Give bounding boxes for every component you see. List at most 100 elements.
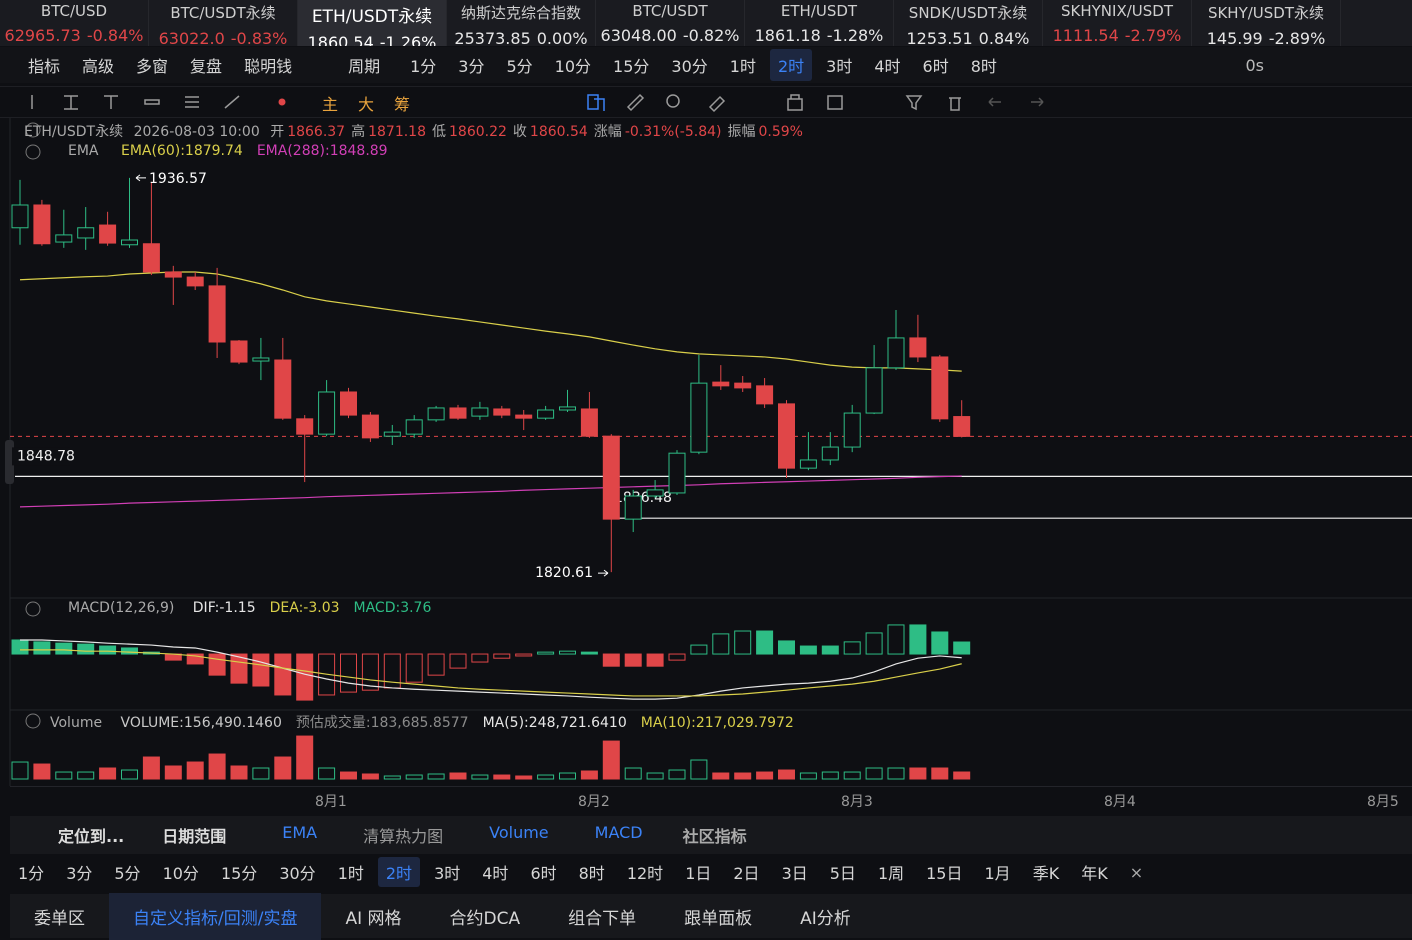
tab[interactable]: AI 网格 <box>345 908 402 929</box>
ticker-tab[interactable]: SKHY/USDT永续 145.99 -2.89% <box>1192 0 1341 46</box>
period[interactable]: 10分 <box>554 57 592 76</box>
toolbar-item[interactable]: 聪明钱 <box>244 57 293 76</box>
tool-icon[interactable] <box>708 95 726 113</box>
draw-tool[interactable]: 大 <box>358 95 375 114</box>
draw-tool[interactable]: 筹 <box>394 95 411 114</box>
ticker-tab[interactable]: SKHYNIX/USDT 1111.54 -2.79% <box>1043 0 1192 46</box>
side-handle[interactable] <box>5 440 14 484</box>
field-value: 1860.22 <box>449 124 507 140</box>
indicator-toggle[interactable]: Volume <box>489 823 549 842</box>
legend-icon <box>25 713 41 729</box>
period[interactable]: 1分 <box>18 864 45 883</box>
period[interactable]: 4时 <box>874 57 901 76</box>
period[interactable]: 5分 <box>114 864 141 883</box>
locate[interactable]: 定位到... <box>58 827 125 846</box>
period[interactable]: 30分 <box>671 57 708 76</box>
period[interactable]: 3时 <box>826 57 853 76</box>
community[interactable]: 社区指标 <box>682 827 747 846</box>
volume-bar <box>318 767 336 780</box>
period[interactable]: 2时 <box>377 857 421 887</box>
tool-icon[interactable] <box>626 93 645 112</box>
period[interactable]: 15分 <box>613 57 650 76</box>
tab[interactable]: 组合下单 <box>568 908 637 929</box>
date-range[interactable]: 日期范围 <box>162 827 227 846</box>
period[interactable]: 1时 <box>337 864 364 883</box>
period[interactable]: 30分 <box>279 864 316 883</box>
period[interactable]: 4时 <box>482 864 509 883</box>
tool-icon[interactable] <box>185 96 199 108</box>
close-button[interactable]: × <box>1129 862 1144 882</box>
field-value: 1860.54 <box>529 124 588 140</box>
period[interactable]: 12时 <box>626 864 664 883</box>
macd-bar <box>318 653 336 696</box>
tool-icon[interactable] <box>104 95 118 109</box>
period-menu[interactable]: 周期 <box>348 57 381 76</box>
low-label: 1820.61 <box>535 565 593 581</box>
candle-body <box>361 414 379 439</box>
ticker-tab[interactable]: BTC/USDT永续 63022.0 -0.83% <box>149 0 298 46</box>
tool-icon[interactable] <box>144 99 160 105</box>
tool-icon[interactable] <box>224 95 240 109</box>
ticker-tab[interactable]: BTC/USDT 63048.00 -0.82% <box>596 0 745 46</box>
candle-body <box>799 459 817 469</box>
toolbar-item[interactable]: 指标 <box>28 57 61 76</box>
tab[interactable]: 合约DCA <box>449 908 521 929</box>
tab[interactable]: 委单区 <box>34 908 85 929</box>
period[interactable]: 年K <box>1081 864 1108 883</box>
period[interactable]: 15分 <box>220 864 258 883</box>
tool-icon[interactable] <box>587 94 605 111</box>
volume-bar <box>186 761 204 780</box>
period[interactable]: 6时 <box>922 57 949 76</box>
tool-icon[interactable] <box>827 95 843 110</box>
ticker-tab[interactable]: ETH/USDT 1861.18 -1.28% <box>745 0 894 46</box>
period[interactable]: 8时 <box>970 57 997 76</box>
ticker-tab[interactable]: BTC/USD 62965.73 -0.84% <box>0 0 149 46</box>
period[interactable]: 5分 <box>506 57 533 76</box>
draw-tool[interactable]: 主 <box>322 95 339 114</box>
tool-icon[interactable] <box>988 97 1001 107</box>
tool-icon[interactable] <box>278 98 286 106</box>
tab[interactable]: 自定义指标/回测/实盘 <box>109 892 322 940</box>
period[interactable]: 3时 <box>434 864 461 883</box>
toolbar-item[interactable]: 高级 <box>82 57 115 76</box>
period[interactable]: 5日 <box>829 864 856 883</box>
toolbar-item[interactable]: 多窗 <box>136 57 169 76</box>
indicator-toggle[interactable]: MACD <box>594 823 643 842</box>
tab[interactable]: 跟单面板 <box>684 908 753 929</box>
tab[interactable]: AI分析 <box>800 908 851 929</box>
period[interactable]: 3分 <box>66 864 93 883</box>
ticker-name: BTC/USD <box>40 2 108 20</box>
tool-icon[interactable] <box>1031 97 1044 107</box>
ticker-tab[interactable]: SNDK/USDT永续 1253.51 0.84% <box>894 0 1043 46</box>
macd-bar <box>865 632 883 655</box>
candle-body <box>712 381 730 387</box>
period[interactable]: 3分 <box>458 57 485 76</box>
indicator-toggle[interactable]: EMA <box>282 823 318 842</box>
tool-icon[interactable] <box>787 94 803 111</box>
period[interactable]: 3日 <box>781 864 808 883</box>
period[interactable]: 2时 <box>769 49 813 81</box>
period[interactable]: 季K <box>1032 864 1060 883</box>
period[interactable]: 8时 <box>578 864 605 883</box>
period[interactable]: 1时 <box>729 57 756 76</box>
period[interactable]: 2日 <box>733 864 760 883</box>
legend-entry: DIF:-1.15 <box>192 600 256 616</box>
period[interactable]: 1分 <box>410 57 437 76</box>
period[interactable]: 10分 <box>162 864 199 883</box>
period[interactable]: 15日 <box>926 864 963 883</box>
period[interactable]: 1月 <box>984 864 1011 883</box>
tool-icon[interactable] <box>905 95 923 111</box>
toolbar-item[interactable]: 复盘 <box>190 57 223 76</box>
candle-body <box>33 204 51 245</box>
price-line-label: 1848.78 <box>17 448 75 464</box>
period[interactable]: 6时 <box>530 864 557 883</box>
tool-icon[interactable] <box>949 97 961 111</box>
ticker-tab[interactable]: ETH/USDT永续 1860.54 -1.26% <box>298 0 447 46</box>
tool-icon[interactable] <box>64 95 78 110</box>
ticker-tab[interactable]: 纳斯达克综合指数 25373.85 0.00% <box>447 0 596 46</box>
period[interactable]: 1周 <box>877 864 905 883</box>
tool-icon[interactable] <box>666 94 680 108</box>
period[interactable]: 1日 <box>685 864 712 883</box>
indicator-toggle[interactable]: 清算热力图 <box>363 827 444 846</box>
